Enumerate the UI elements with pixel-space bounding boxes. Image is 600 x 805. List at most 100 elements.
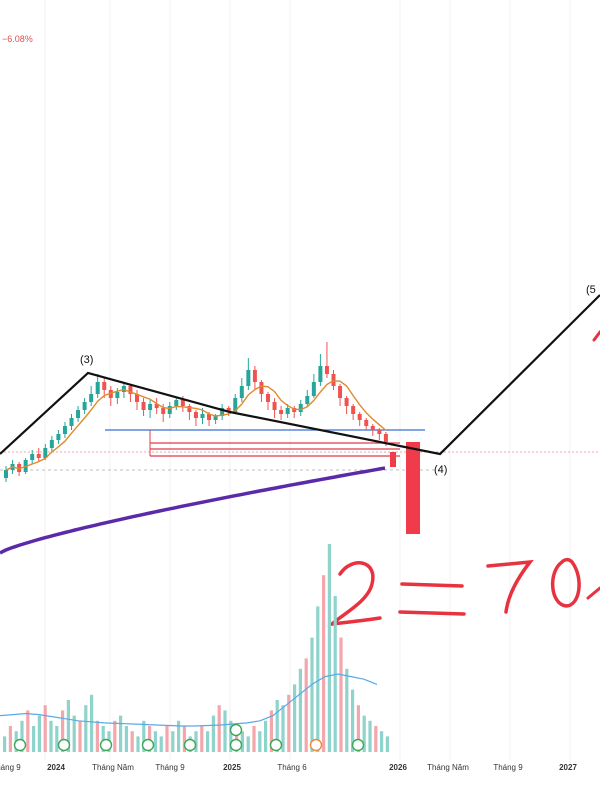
earnings-marker — [309, 738, 323, 752]
volume-bar — [327, 544, 331, 752]
handwritten-digit-0 — [550, 557, 581, 608]
volume-bar — [177, 720, 181, 752]
volume-bar — [66, 700, 70, 752]
earnings-marker — [269, 738, 283, 752]
earnings-marker — [141, 738, 155, 752]
candle-body — [56, 434, 61, 440]
volume-bar — [119, 715, 123, 752]
earnings-marker — [351, 738, 365, 752]
candle-body — [298, 404, 303, 412]
handwritten-stroke-edge-2 — [586, 586, 600, 600]
volume-bar — [298, 668, 302, 752]
volume-bar — [142, 720, 146, 752]
earnings-marker — [229, 738, 243, 752]
candle-body — [246, 370, 251, 386]
candle-body — [370, 426, 375, 430]
candle-body — [128, 386, 133, 394]
candle-body — [167, 406, 172, 414]
wave-label-4: (4) — [434, 464, 447, 476]
earnings-marker — [13, 738, 27, 752]
volume-bar — [217, 705, 221, 752]
volume-bar — [55, 726, 59, 752]
volume-bar — [293, 684, 297, 752]
wave-label-5: (5 — [586, 284, 596, 296]
volume-bar — [148, 726, 152, 752]
projection-bar-large — [406, 442, 420, 534]
volume-bar — [153, 731, 157, 752]
candle-body — [115, 392, 120, 398]
volume-bar — [159, 736, 163, 752]
volume-bar — [240, 731, 244, 752]
volume-bar — [316, 606, 320, 752]
volume-bar — [61, 710, 65, 752]
candle-body — [30, 454, 35, 460]
volume-bar — [49, 720, 53, 752]
volume-bar — [206, 731, 210, 752]
volume-bar — [78, 720, 82, 752]
volume-bar — [165, 726, 169, 752]
projection-bar-small — [390, 452, 396, 467]
x-tick-label: Tháng Năm — [427, 763, 469, 772]
x-tick-label: Tháng 9 — [155, 763, 185, 772]
volume-bar — [3, 736, 7, 752]
candle-body — [148, 404, 153, 410]
volume-bar — [124, 726, 128, 752]
volume-bar — [351, 689, 355, 752]
candle-body — [82, 402, 87, 410]
volume-bar — [258, 731, 262, 752]
candle-body — [141, 402, 146, 410]
candle-body — [95, 382, 100, 394]
candle-body — [377, 430, 382, 434]
volume-bar — [8, 726, 12, 752]
volume-bar — [374, 726, 378, 752]
candle-body — [311, 382, 316, 396]
x-tick-label: Tháng 9 — [493, 763, 523, 772]
candle-body — [36, 454, 41, 458]
candle-body — [305, 396, 310, 404]
volume-bar — [269, 710, 273, 752]
candle-body — [351, 406, 356, 414]
volume-bar — [356, 705, 360, 752]
volume-bar — [345, 668, 349, 752]
volume-bar — [229, 720, 233, 752]
candle-body — [259, 382, 264, 394]
candle-body — [252, 370, 257, 382]
volume-bar — [200, 726, 204, 752]
candle-body — [4, 470, 8, 478]
candle-body — [200, 414, 205, 418]
volume-bar — [84, 705, 88, 752]
volume-bar — [136, 736, 140, 752]
candle-body — [357, 414, 362, 420]
candle-body — [318, 366, 323, 382]
volume-bar — [26, 710, 30, 752]
volume-bar — [43, 705, 47, 752]
candle-body — [135, 394, 139, 402]
candle-body — [180, 400, 185, 406]
volume-bar — [385, 736, 389, 752]
candle-body — [285, 408, 290, 414]
candle-body — [383, 434, 388, 442]
candle-body — [89, 394, 94, 402]
x-tick-label: 2024 — [47, 763, 65, 772]
volume-bar — [281, 705, 285, 752]
candle-body — [233, 398, 238, 412]
volume-bar — [37, 715, 41, 752]
earnings-marker — [57, 738, 71, 752]
volume-bar — [322, 575, 326, 752]
short-moving-average — [5, 380, 387, 471]
handwritten-digit-2 — [327, 561, 382, 627]
volume-bar — [194, 731, 198, 752]
candle-body — [69, 418, 74, 426]
handwritten-equals-bottom — [398, 610, 466, 616]
candle-body — [324, 366, 329, 374]
elliott-wave-path — [0, 294, 600, 456]
volume-bar — [171, 731, 175, 752]
volume-bar — [287, 694, 291, 752]
volume-bar — [101, 726, 105, 752]
volume-bar — [113, 720, 117, 752]
wave-label-3: (3) — [80, 354, 93, 366]
candle-body — [43, 448, 48, 458]
volume-bar — [32, 726, 36, 752]
candle-body — [239, 386, 244, 398]
